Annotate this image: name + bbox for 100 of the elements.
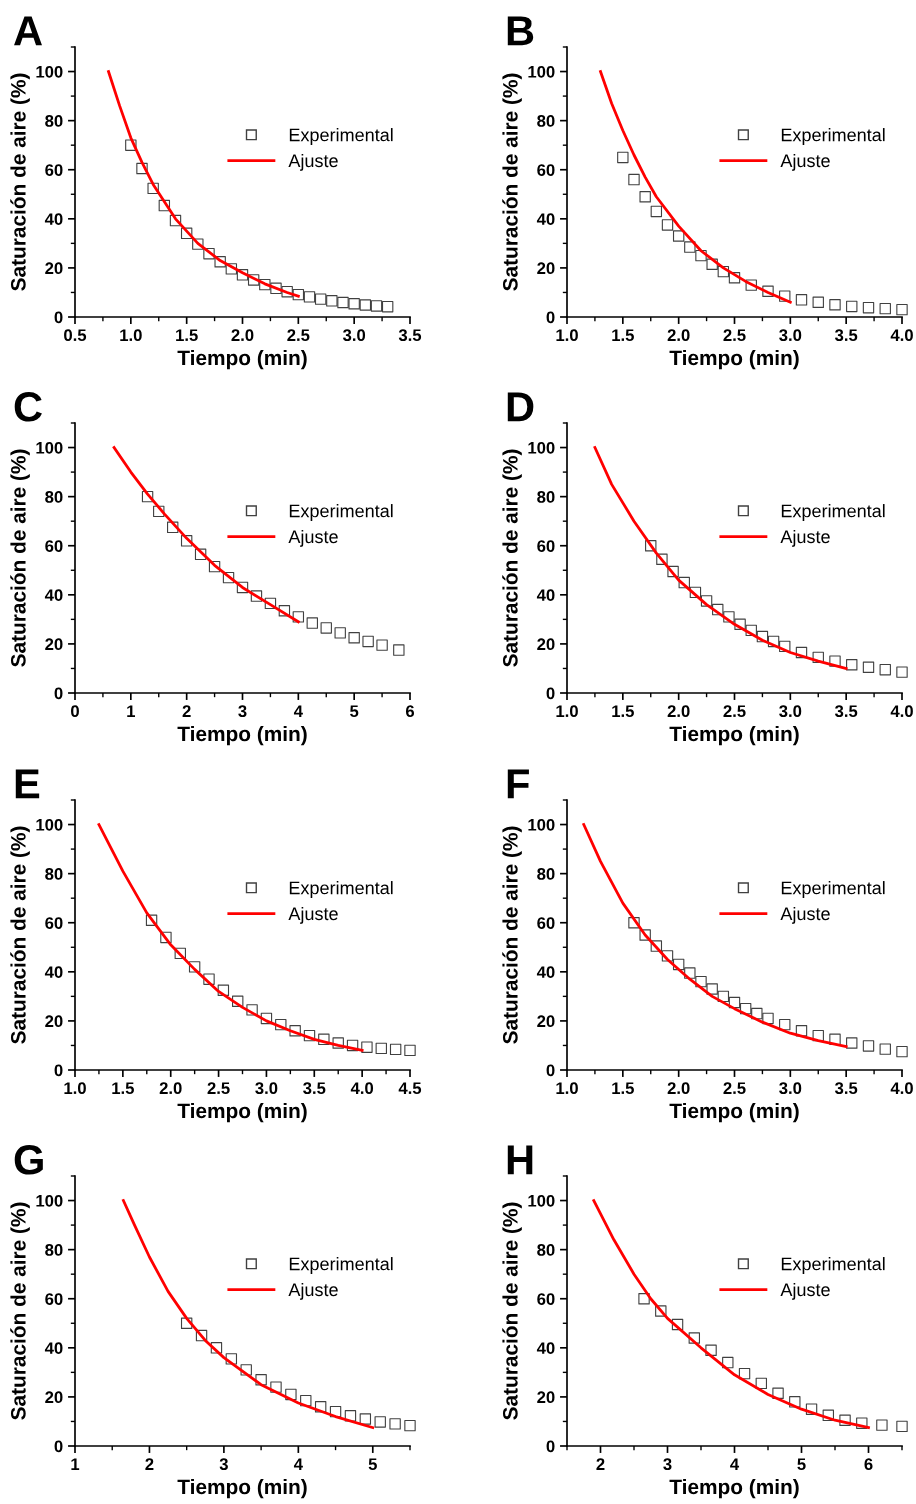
y-tick-label: 80 [45, 491, 63, 503]
legend-label: Experimental [781, 504, 885, 521]
x-tick-label: 2.0 [667, 329, 690, 342]
x-tick-label: 5 [797, 1458, 806, 1471]
y-axis-title: Saturación de aire (%) [10, 73, 30, 291]
y-tick-label: 80 [45, 115, 63, 127]
chart-title: G [14, 1145, 43, 1175]
x-tick-label: 3.0 [779, 705, 802, 718]
legend-label: Experimental [289, 128, 393, 145]
y-tick-label: 100 [528, 65, 555, 78]
legend-label: Ajuste [288, 153, 338, 171]
x-tick-label: 0.5 [64, 329, 87, 342]
y-tick-label: 60 [45, 917, 63, 929]
legend-label: Ajuste [780, 1282, 830, 1300]
y-tick-label: 60 [45, 164, 63, 176]
y-tick-label: 100 [36, 818, 63, 831]
legend-label: Experimental [289, 881, 393, 898]
x-tick-label: 3.5 [834, 329, 858, 342]
y-tick-label: 0 [54, 311, 63, 324]
y-tick-label: 20 [537, 638, 555, 651]
x-axis-title: Tiempo (min) [669, 349, 799, 370]
y-tick-label: 100 [528, 441, 555, 454]
x-axis-title: Tiempo (min) [669, 1478, 799, 1499]
x-tick-label: 1.5 [612, 329, 634, 342]
x-tick-label: 1.5 [176, 329, 198, 342]
x-tick-label: 3.0 [779, 1082, 802, 1095]
y-tick-label: 80 [537, 868, 555, 880]
x-axis-title: Tiempo (min) [177, 1478, 307, 1499]
x-tick-label: 3.0 [255, 1082, 278, 1095]
x-tick-label: 3.5 [834, 705, 858, 718]
y-axis-title: Saturación de aire (%) [10, 826, 30, 1044]
legend-label: Experimental [781, 128, 885, 145]
y-axis-title: Saturación de aire (%) [502, 73, 522, 291]
legend-label: Experimental [289, 1257, 393, 1274]
y-tick-label: 100 [528, 818, 555, 831]
y-axis-title: Saturación de aire (%) [502, 1202, 522, 1420]
x-tick-label: 5 [350, 705, 359, 718]
x-tick-label: 3 [219, 1458, 228, 1471]
x-tick-label: 3 [238, 705, 247, 718]
y-tick-label: 20 [45, 262, 63, 275]
legend-label: Ajuste [780, 906, 830, 924]
y-tick-label: 80 [537, 115, 555, 127]
x-tick-label: 3 [663, 1458, 672, 1471]
x-tick-label: 2.0 [231, 329, 254, 342]
legend-label: Ajuste [780, 529, 830, 547]
y-tick-label: 0 [54, 1440, 63, 1453]
x-tick-label: 1.5 [612, 705, 634, 718]
y-tick-label: 100 [36, 1194, 63, 1207]
x-tick-label: 1 [127, 705, 135, 717]
y-tick-label: 60 [537, 164, 555, 176]
chart-title: C [14, 392, 42, 422]
y-tick-label: 20 [45, 1015, 63, 1028]
legend-label: Experimental [781, 881, 885, 898]
y-tick-label: 100 [36, 441, 63, 454]
y-tick-label: 40 [44, 1342, 63, 1355]
x-tick-label: 3.5 [834, 1082, 858, 1095]
y-tick-label: 40 [536, 589, 555, 602]
y-axis-title: Saturación de aire (%) [502, 826, 522, 1044]
x-tick-label: 1 [71, 1458, 80, 1470]
x-axis-title: Tiempo (min) [669, 1102, 799, 1123]
y-tick-label: 20 [537, 1015, 555, 1028]
y-tick-label: 40 [44, 966, 63, 979]
y-tick-label: 60 [45, 540, 63, 552]
y-tick-label: 80 [537, 1244, 555, 1256]
legend-label: Experimental [781, 1257, 885, 1274]
x-tick-label: 2.0 [667, 1082, 690, 1095]
x-tick-label: 2.0 [159, 1082, 182, 1095]
y-tick-label: 80 [537, 491, 555, 503]
y-tick-label: 60 [537, 1293, 555, 1305]
y-tick-label: 40 [536, 213, 555, 226]
x-tick-label: 4 [293, 705, 303, 717]
x-tick-label: 3.0 [342, 329, 366, 342]
x-tick-label: 1.5 [112, 1082, 134, 1095]
y-tick-label: 100 [36, 65, 63, 78]
x-tick-label: 4.0 [890, 329, 913, 342]
x-tick-label: 1.0 [556, 329, 578, 342]
x-tick-label: 2.5 [207, 1082, 230, 1095]
x-tick-label: 4 [730, 1458, 740, 1470]
y-tick-label: 20 [537, 1391, 555, 1404]
x-tick-label: 1.0 [64, 1082, 86, 1095]
y-tick-label: 0 [546, 687, 555, 700]
x-tick-label: 2.5 [723, 705, 746, 718]
y-axis-title: Saturación de aire (%) [502, 449, 522, 667]
legend-label: Ajuste [780, 153, 830, 171]
x-tick-label: 4.0 [350, 1082, 374, 1095]
y-tick-label: 0 [54, 1064, 63, 1077]
y-tick-label: 60 [537, 917, 555, 929]
x-tick-label: 4.0 [890, 705, 913, 718]
x-tick-label: 6 [864, 1458, 873, 1471]
y-tick-label: 0 [54, 687, 63, 700]
x-axis-title: Tiempo (min) [177, 1102, 307, 1123]
x-axis-title: Tiempo (min) [177, 725, 307, 746]
x-tick-label: 1.0 [556, 1082, 578, 1095]
y-tick-label: 20 [537, 262, 555, 275]
x-tick-label: 2.5 [723, 329, 746, 342]
x-axis-title: Tiempo (min) [669, 725, 799, 746]
y-tick-label: 20 [45, 638, 63, 651]
chart-title: A [14, 16, 42, 46]
x-tick-label: 4.0 [890, 1082, 913, 1095]
x-axis-title: Tiempo (min) [177, 349, 307, 370]
